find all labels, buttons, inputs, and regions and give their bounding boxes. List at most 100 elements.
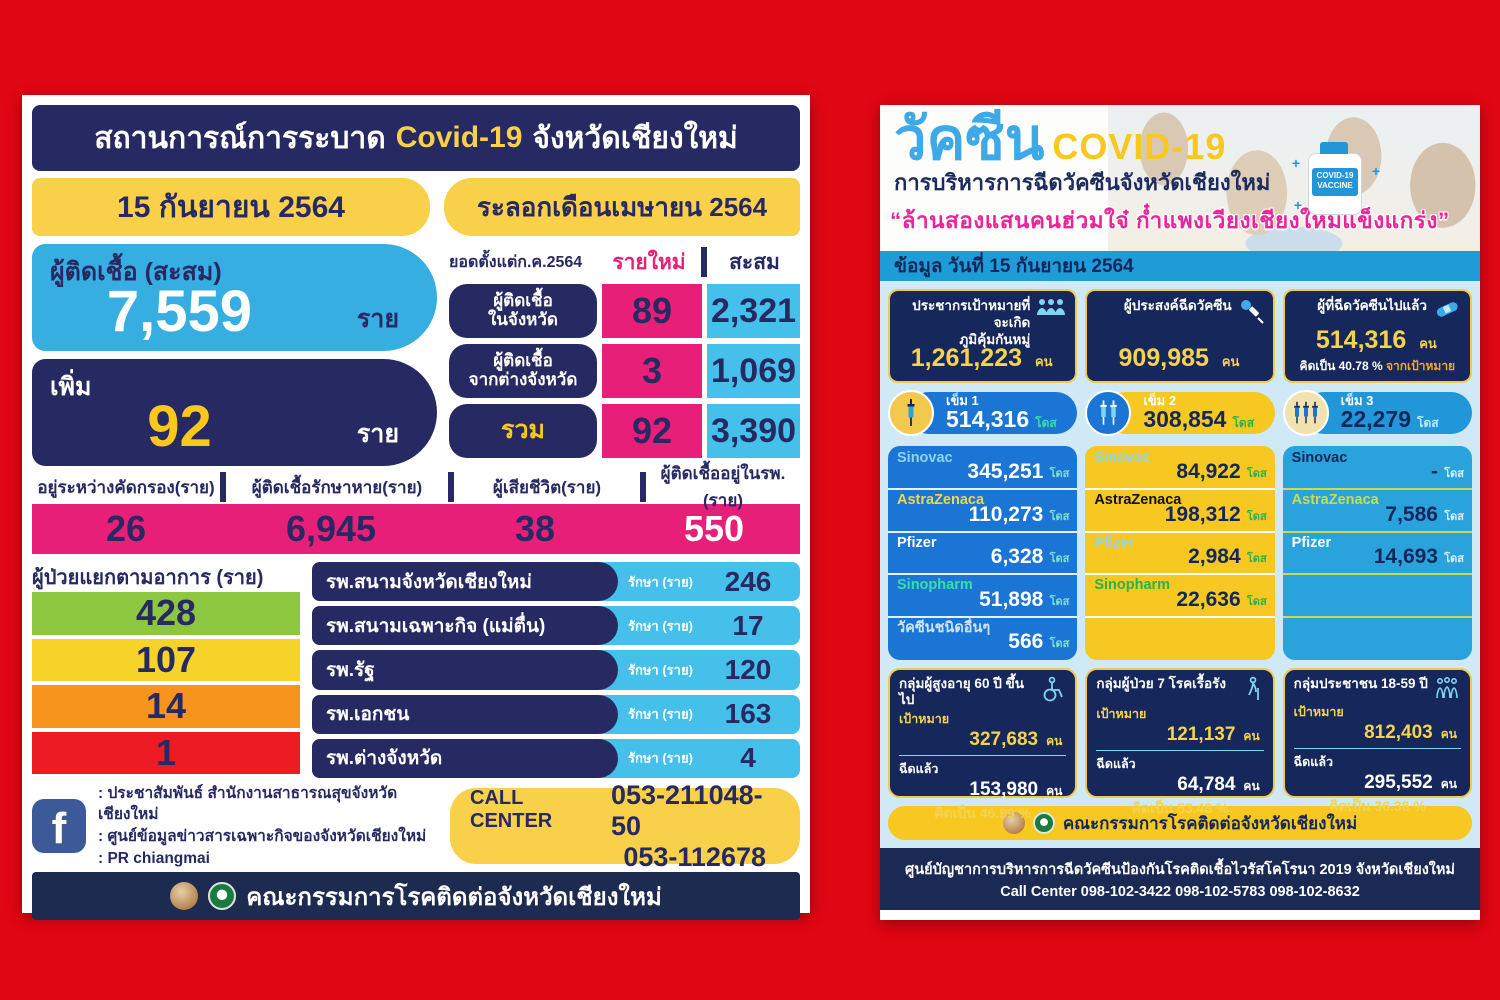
fb-line: : ประชาสัมพันธ์ สำนักงานสาธารณสุขจังหวัด…: [98, 784, 398, 824]
poster-title: สถานการณ์การระบาด Covid-19 จังหวัดเชียงใ…: [32, 105, 800, 171]
stat-value: 550: [683, 508, 745, 549]
vaccine-title-th: วัคซีน: [894, 107, 1045, 172]
brand-row: Pfizer 14,693 โดส: [1282, 533, 1472, 576]
brand-row-empty: [1085, 618, 1274, 658]
campaign-quote: “ล้านสองแสนคนฮ่วมใจ๋ ก๋ำแพงเวียงเชียงใหม…: [890, 208, 1450, 233]
bottle-label-line1: COVID-19: [1316, 171, 1354, 180]
group-target-value: 121,137: [1166, 724, 1236, 745]
brand-unit: โดส: [1444, 510, 1464, 523]
brand-value: 6,328: [990, 545, 1044, 569]
brand-value: 345,251: [967, 460, 1044, 484]
severity-bar-orange: 14: [32, 685, 300, 728]
stat-label: ผู้ติดเชื้ออยู่ในรพ.(ราย): [660, 464, 786, 510]
row-new-value: 3: [602, 344, 702, 398]
cumulative-unit: ราย: [356, 305, 399, 333]
dose1-pill: เข็ม 1 514,316 โดส: [888, 390, 1078, 438]
brand-unit: โดส: [1246, 468, 1267, 481]
brand-row: Pfizer 6,328 โดส: [888, 533, 1078, 576]
hospital-value: 17: [732, 609, 764, 641]
row-label-line2: ในจังหวัด: [488, 310, 558, 329]
dose3-pill: เข็ม 3 22,279 โดส: [1282, 390, 1472, 438]
vaccine-header: วัคซีน COVID-19 การบริหารการฉีดวัคซีนจัง…: [880, 105, 1480, 251]
group-unit: คน: [1440, 777, 1457, 791]
target-value: 1,261,223: [910, 344, 1022, 372]
stat-label: อยู่ระหว่างคัดกรอง(ราย): [37, 477, 215, 497]
severity-bar-red: 1: [32, 731, 300, 774]
divider: [640, 472, 646, 502]
hospital-row: รพ.สนามจังหวัดเชียงใหม่ รักษา (ราย) 246: [312, 562, 800, 602]
group-done-label: ฉีดแล้ว: [1096, 757, 1136, 771]
group-done-value: 295,552: [1364, 772, 1433, 793]
main-stats: ผู้ติดเชื้อ (สะสม) 7,559 ราย เพิ่ม 92 รา…: [32, 244, 800, 466]
brand-value: 198,312: [1164, 502, 1241, 526]
brand-name: Sinovac: [897, 450, 953, 466]
title-pre: สถานการณ์การระบาด: [94, 121, 386, 155]
intend-vaccinate-box: ผู้ประสงค์ฉีดวัคซีน 909,985 คน: [1085, 289, 1275, 383]
brand-unit: โดส: [1246, 553, 1267, 566]
treat-label: รักษา (ราย): [628, 618, 693, 634]
hospital-name: รพ.เอกชน: [312, 694, 618, 734]
brand-unit: โดส: [1444, 468, 1464, 481]
row-cum-value: 3,390: [707, 404, 800, 458]
cumulative-value: 7,559: [106, 279, 253, 344]
cumulative-label: ผู้ติดเชื้อ (สะสม): [50, 258, 222, 286]
plus-decoration: +: [1293, 197, 1302, 213]
vaccine-bottle-icon: COVID-19 VACCINE: [1308, 142, 1362, 215]
vaccinated-box: ผู้ที่ฉีดวัคซีนไปแล้ว 514,316 คน คิดเป็น…: [1282, 289, 1472, 383]
brand-name: Sinovac: [1291, 450, 1348, 466]
wheelchair-icon: [1043, 676, 1064, 702]
stat-value: 38: [514, 508, 556, 549]
dose-value: 22,279: [1340, 406, 1412, 433]
target-unit: คน: [1221, 354, 1240, 369]
command-center-line: ศูนย์บัญชาการบริหารการฉีดวัคซีนป้องกันโร…: [904, 862, 1455, 878]
brand-row: AstraZenaca 198,312 โดส: [1085, 490, 1275, 533]
group-adults-box: กลุ่มประชาชน 18-59 ปี เป้าหมาย 812,403 ค…: [1282, 668, 1472, 814]
vaccine-footer: ศูนย์บัญชาการบริหารการฉีดวัคซีนป้องกันโร…: [880, 848, 1480, 910]
people-group-icon: [1436, 676, 1458, 699]
target-title-line2: ภูมิคุ้มกันหมู่: [959, 331, 1031, 347]
committee-name: คณะกรรมการโรคติดต่อจังหวัดเชียงใหม่: [246, 883, 662, 911]
title-post: จังหวัดเชียงใหม่: [532, 121, 738, 155]
group-chronic-box: กลุ่มผู้ป่วย 7 โรคเรื้อรัง เป้าหมาย 121,…: [1085, 668, 1275, 816]
brand-name: Sinopharm: [897, 577, 973, 594]
group-title: กลุ่มผู้สูงอายุ 60 ปี ขึ้นไป: [899, 676, 1024, 707]
one-syringe-icon: [888, 390, 934, 436]
stat-value: 26: [105, 508, 147, 549]
call-center-line: Call Center 098-102-3422 098-102-5783 09…: [1000, 884, 1360, 900]
date-band: 15 กันยายน 2564 ระลอกเดือนเมษายน 2564: [32, 178, 800, 236]
row-cum-value: 1,069: [707, 344, 800, 398]
dose-unit: โดส: [1417, 416, 1439, 431]
health-ministry-icon: [1032, 812, 1055, 834]
brand-name: Pfizer: [1291, 534, 1332, 551]
title-covid19: Covid-19: [395, 121, 523, 154]
province-seal-icon: [170, 882, 199, 910]
row-label-line1: ผู้ติดเชื้อ: [493, 351, 553, 371]
brand-unit: โดส: [1049, 468, 1070, 481]
dose-value: 514,316: [946, 406, 1030, 433]
brand-unit: โดส: [1444, 553, 1464, 566]
call-number-2: 053-112678: [623, 841, 766, 872]
stat-label: ผู้ติดเชื้อรักษาหาย(ราย): [251, 477, 423, 497]
col-new-header: รายใหม่: [612, 250, 686, 274]
hospital-value: 163: [724, 698, 772, 730]
dose2-pill: เข็ม 2 308,854 โดส: [1085, 390, 1275, 438]
report-date: 15 กันยายน 2564: [32, 178, 430, 236]
plus-decoration: +: [1291, 155, 1300, 171]
target-title-line1: ผู้ที่ฉีดวัคซีนไปแล้ว: [1317, 298, 1427, 313]
committee-pill: คณะกรรมการโรคติดต่อจังหวัดเชียงใหม่: [888, 806, 1472, 840]
summary-values: 26 6,945 38 550: [32, 504, 800, 554]
group-target-label: เป้าหมาย: [1096, 707, 1147, 721]
summary-headers: อยู่ระหว่างคัดกรอง(ราย) ผู้ติดเชื้อรักษา…: [32, 464, 800, 510]
brand-unit: โดส: [1246, 595, 1267, 608]
group-unit: คน: [1243, 779, 1260, 793]
brand-value: 84,922: [1176, 460, 1241, 484]
bandage-icon: [1436, 302, 1458, 317]
brand-name: Pfizer: [1094, 534, 1134, 551]
brand-value: 566: [1008, 630, 1044, 654]
target-population-box: ประชากรเป้าหมายที่จะเกิด ภูมิคุ้มกันหมู่…: [888, 289, 1078, 383]
brand-name: Sinopharm: [1094, 577, 1171, 594]
hospital-name: รพ.รัฐ: [312, 650, 618, 690]
call-number-1: 053-211048-50: [610, 779, 763, 841]
group-target-label: เป้าหมาย: [1293, 705, 1344, 719]
group-title: กลุ่มประชาชน 18-59 ปี: [1293, 676, 1428, 691]
